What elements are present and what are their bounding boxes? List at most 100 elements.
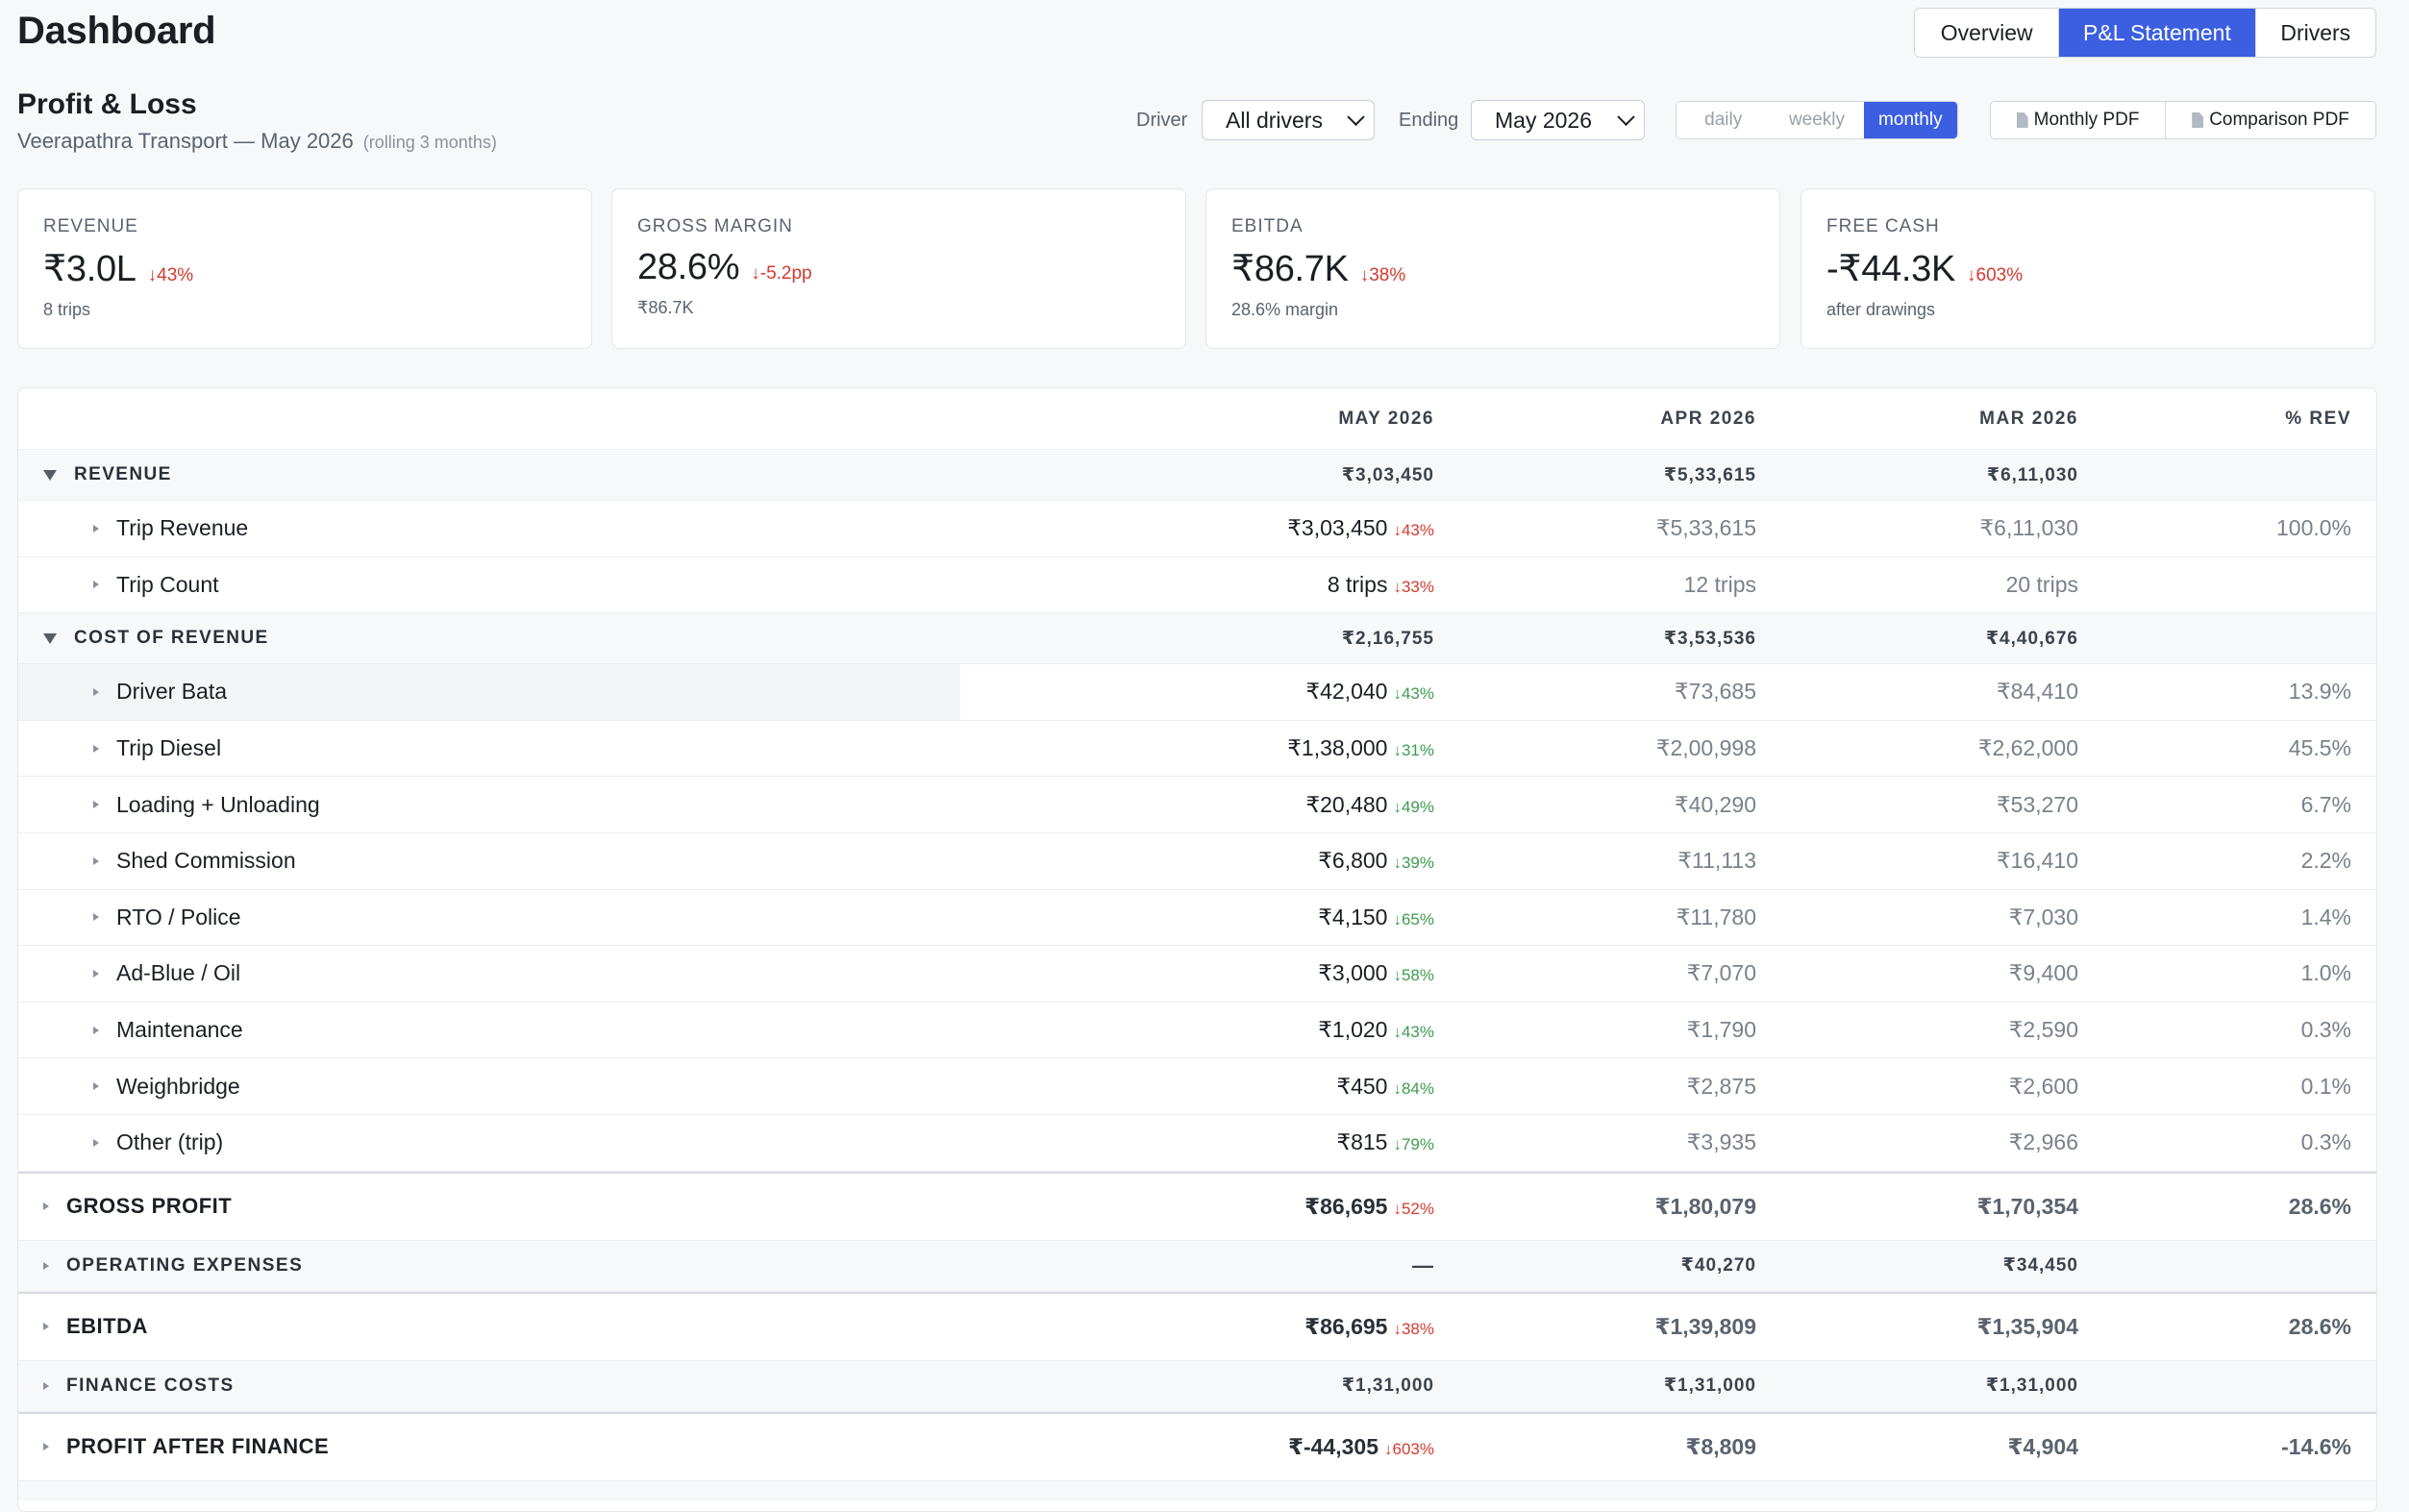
group-label: REVENUE [74,464,172,484]
line-item-label: Ad-Blue / Oil [116,960,241,986]
col-header-apr: APR 2026 [1660,408,1756,429]
kpi-label: REVENUE [43,216,138,236]
expand-triangle-icon[interactable] [43,1261,49,1270]
kpi-delta: ↓-5.2pp [751,263,812,284]
line-value-apr: ₹73,685 [1675,679,1756,705]
group-row-operating-expenses[interactable]: OPERATING EXPENSES — ₹40,270 ₹34,450 [18,1240,2376,1292]
expand-triangle-icon[interactable] [93,801,99,809]
document-icon [2016,112,2028,128]
line-value-may: ₹450 [1336,1073,1388,1099]
delta-badge: ↓65% [1393,909,1434,929]
expand-triangle-icon[interactable] [93,744,99,753]
expand-triangle-icon[interactable] [93,687,99,696]
line-value-pct: 13.9% [2288,679,2351,705]
expand-triangle-icon[interactable] [43,1381,49,1390]
company-period: Veerapathra Transport — May 2026 [17,129,354,153]
group-row-finance-costs[interactable]: FINANCE COSTS ₹1,31,000 ₹1,31,000 ₹1,31,… [18,1360,2376,1412]
line-value-may: ₹6,800 [1318,848,1388,874]
line-item-label: Trip Count [116,571,219,597]
expand-triangle-icon[interactable] [93,969,99,978]
kpi-delta: ↓38% [1359,265,1406,285]
line-value-pct: 2.2% [2300,848,2351,874]
line-value-apr: 12 trips [1683,571,1756,597]
pl-table: MAY 2026 APR 2026 MAR 2026 % REV REVENUE… [17,387,2377,1512]
table-row[interactable]: RTO / Police ₹4,150 ↓65% ₹11,780 ₹7,030 1.4% [18,890,2376,947]
line-item-label: Other (trip) [116,1129,224,1155]
collapse-triangle-icon[interactable] [43,469,57,481]
view-tabs: Overview P&L Statement Drivers [1914,8,2376,58]
tab-drivers[interactable]: Drivers [2280,19,2351,45]
col-header-may: MAY 2026 [1338,408,1434,429]
line-value-apr: ₹2,00,998 [1655,735,1756,761]
group-total-apr: ₹40,270 [1680,1255,1756,1277]
group-row-cost-of-revenue[interactable]: COST OF REVENUE ₹2,16,755 ₹3,53,536 ₹4,4… [18,613,2376,665]
table-row[interactable]: Ad-Blue / Oil ₹3,000 ↓58% ₹7,070 ₹9,400 1.0% [18,946,2376,1003]
tab-overview[interactable]: Overview [1915,9,2060,57]
driver-select[interactable]: All drivers [1202,100,1375,140]
granularity-weekly[interactable]: weekly [1788,110,1846,130]
line-value-pct: 0.3% [2300,1129,2351,1155]
expand-triangle-icon[interactable] [43,1323,49,1331]
kpi-value: -₹44.3K [1826,249,1956,289]
section-subtitle: Veerapathra Transport — May 2026 (rolling… [17,129,497,154]
expand-triangle-icon[interactable] [93,581,99,589]
expand-triangle-icon[interactable] [93,1138,99,1147]
table-row[interactable]: Other (trip) ₹815 ↓79% ₹3,935 ₹2,966 0.3% [18,1115,2376,1172]
group-row-revenue[interactable]: REVENUE ₹3,03,450 ₹5,33,615 ₹6,11,030 [18,450,2376,501]
expand-triangle-icon[interactable] [43,1443,49,1451]
delta-badge: ↓79% [1393,1135,1434,1154]
expand-triangle-icon[interactable] [43,1202,49,1211]
monthly-pdf-button[interactable]: Monthly PDF [1991,102,2167,138]
summary-value-may: ₹-44,305 [1288,1433,1379,1459]
tab-pl-statement[interactable]: P&L Statement [2059,9,2256,57]
col-header-mar: MAR 2026 [1979,408,2078,429]
line-value-may: ₹1,020 [1318,1017,1388,1043]
table-row[interactable]: Weighbridge ₹450 ↓84% ₹2,875 ₹2,600 0.1% [18,1058,2376,1115]
table-row[interactable]: Maintenance ₹1,020 ↓43% ₹1,790 ₹2,590 0.3% [18,1003,2376,1059]
line-value-mar: ₹2,600 [2008,1073,2078,1099]
expand-triangle-icon[interactable] [93,856,99,865]
line-item-label: Trip Revenue [116,515,249,541]
summary-row-profit-after-finance[interactable]: PROFIT AFTER FINANCE ₹-44,305 ↓603% ₹8,80… [18,1411,2376,1481]
summary-row-gross-profit[interactable]: GROSS PROFIT ₹86,695 ↓52% ₹1,80,079 ₹1,70… [18,1171,2376,1241]
line-item-label: Driver Bata [116,679,228,705]
line-value-apr: ₹1,790 [1686,1017,1756,1043]
expand-triangle-icon[interactable] [93,1082,99,1091]
summary-value-may: ₹86,695 [1304,1313,1388,1339]
line-value-pct: 0.1% [2300,1073,2351,1099]
summary-value-pct: -14.6% [2281,1433,2351,1459]
delta-badge: ↓33% [1393,577,1434,596]
table-row[interactable]: Loading + Unloading ₹20,480 ↓49% ₹40,290 ₹53… [18,777,2376,833]
table-row[interactable]: Trip Diesel ₹1,38,000 ↓31% ₹2,00,998 ₹2,62,0… [18,721,2376,778]
line-value-mar: ₹53,270 [1997,791,2078,817]
rolling-note: (rolling 3 months) [362,133,497,152]
summary-row-ebitda[interactable]: EBITDA ₹86,695 ↓38% ₹1,39,809 ₹1,35,904 2… [18,1291,2376,1361]
kpi-sub: after drawings [1826,300,1936,319]
comparison-pdf-button[interactable]: Comparison PDF [2166,102,2375,138]
line-value-mar: ₹16,410 [1997,848,2078,874]
line-value-pct: 1.4% [2300,904,2351,930]
expand-triangle-icon[interactable] [93,1026,99,1034]
monthly-pdf-label: Monthly PDF [2033,110,2140,130]
granularity-daily[interactable]: daily [1704,110,1743,130]
group-total-apr: ₹3,53,536 [1663,628,1756,649]
table-row[interactable]: Shed Commission ₹6,800 ↓39% ₹11,113 ₹16,410 2… [18,833,2376,890]
table-row[interactable]: Trip Revenue ₹3,03,450 ↓43% ₹5,33,615 ₹6,11,… [18,501,2376,558]
ending-month-select[interactable]: May 2026 [1471,100,1645,140]
line-value-apr: ₹3,935 [1686,1129,1756,1155]
line-value-apr: ₹11,780 [1676,904,1756,930]
summary-value-pct: 28.6% [2288,1193,2351,1219]
expand-triangle-icon[interactable] [93,524,99,533]
table-row[interactable]: Driver Bata ₹42,040 ↓43% ₹73,685 ₹84,410 13.9… [18,664,2376,721]
line-item-label: Loading + Unloading [116,791,320,817]
table-row[interactable]: Trip Count 8 trips ↓33% 12 trips 20 trips [18,558,2376,614]
group-total-mar: ₹34,450 [2002,1255,2078,1277]
line-value-mar: ₹2,590 [2008,1017,2078,1043]
ending-select-value: May 2026 [1495,107,1593,133]
summary-label: GROSS PROFIT [66,1194,233,1219]
line-value-mar: ₹2,62,000 [1977,735,2078,761]
granularity-monthly[interactable]: monthly [1863,102,1957,138]
expand-triangle-icon[interactable] [93,913,99,922]
collapse-triangle-icon[interactable] [43,632,57,644]
line-value-apr: ₹5,33,615 [1655,515,1756,541]
